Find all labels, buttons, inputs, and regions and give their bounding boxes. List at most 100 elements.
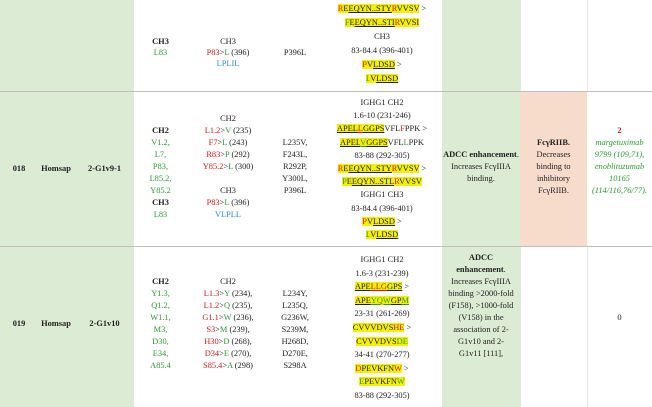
fc-receptor-title: FcγRIIB. (537, 138, 570, 147)
mutation-line: F7>L (243) (208, 138, 248, 147)
position-label: D30, (152, 337, 169, 346)
domain-label: CH3 (152, 37, 169, 46)
reference-text: enoblituzumab (594, 162, 645, 171)
sequence-line: CVVVDVSDE (356, 336, 408, 346)
position-label: Y85.2 (150, 186, 171, 195)
sequence-line: LVLDSD (365, 230, 399, 239)
mutation-line: L1.3>Y (234), (203, 289, 253, 298)
sequence-line: APELVGGPSVFLLPPK (340, 137, 424, 147)
sequence-line: APELLGGPSVFLFPPK > (336, 124, 428, 134)
sequence-line: IGHG1 CH2 (360, 255, 404, 264)
sequence-cell: IGHG1 CH2 1.6-10 (231-246) APELLGGPSVFLFPP… (322, 92, 442, 246)
motif-label: LPLIL (216, 59, 240, 68)
domain-label: CH2 (152, 126, 169, 135)
sequence-line: 34-41 (270-277) (354, 350, 410, 360)
reference-text: (114/116,76/77). (591, 186, 648, 195)
eu-numbering: S239M, (281, 325, 309, 334)
position-label: Q1.2, (151, 301, 170, 310)
sequence-line: EPEVKFNW (359, 377, 405, 387)
fc-receptor-text: Decreases (536, 150, 571, 159)
mutation-header: CH2 (220, 277, 236, 286)
fc-receptor-text: binding to (536, 162, 571, 171)
eu-numbering: R292P, (283, 162, 307, 171)
position-label: Y1.3, (151, 289, 170, 298)
reference-count: 2 (617, 126, 622, 135)
domain-label: CH2 (152, 277, 169, 286)
mutation-line: L1.2>Q (235), (203, 301, 253, 310)
sequence-cell: REEQYN..STYRVVSV > FEEQYN..STIRVVSI CH3 83-… (322, 0, 442, 91)
function-text: (F158), >1000-fold (448, 301, 514, 310)
sequence-line: APELLGGPS > (354, 282, 410, 292)
table-row-continued: CH3 L83 CH3 P83>L (396) LPLIL P396L REEQ… (0, 0, 652, 92)
eu-numbering: G236W, (281, 313, 309, 322)
reference-count: 0 (617, 313, 622, 322)
mutation-line: G1.1>W (236), (202, 313, 254, 322)
row-id: 018 (12, 164, 26, 173)
function-text: binding >2000-fold (448, 289, 514, 298)
id-cell (0, 0, 133, 91)
reference-text: margetuximab (595, 138, 644, 147)
mutation-line: S3>M (239), (206, 325, 250, 334)
eu-numbering: P396L (283, 48, 307, 57)
eu-numbering: H268D, (281, 337, 309, 346)
position-label: L83 (153, 48, 168, 57)
sequence-line: 83-88 (292-305) (354, 150, 410, 160)
position-label: V1.2, (151, 138, 170, 147)
function-text: Increases FcγIIIA (451, 162, 511, 171)
sequence-line: REEQYN..STYRVVSV > (337, 164, 427, 173)
sequence-line: PVLDSD > (362, 216, 402, 226)
variant-name: 2-G1v10 (89, 319, 120, 328)
position-label: L7, (154, 150, 167, 159)
function-text: association of 2- (453, 325, 509, 334)
function-cell (442, 0, 520, 91)
motif-label: VLPLL (214, 210, 242, 219)
function-text: binding. (467, 174, 495, 183)
mutation-line: L1.2>V (235) (204, 126, 252, 135)
sequence-line: LVLDSD (365, 74, 399, 83)
position-label: W1.1, (150, 313, 171, 322)
domain-label: CH3 (152, 198, 169, 207)
sequence-line: PVLDSD > (362, 60, 402, 69)
row-id: 019 (12, 319, 26, 328)
sequence-line: 83-84.4 (396-401) (351, 203, 413, 213)
mutation-header: CH3 (220, 37, 236, 46)
sequence-line: CVVVDVSHE > (352, 323, 412, 332)
sequence-cell: IGHG1 CH2 1.6-3 (231-239) APELLGGPS > APEYQ… (322, 247, 442, 407)
mutation-header: CH3 (220, 186, 236, 195)
function-title: enhancement. (456, 265, 506, 274)
sequence-line: 23-31 (261-269) (354, 309, 410, 319)
position-label: L83 (153, 210, 168, 219)
position-label: A85.4 (150, 361, 171, 370)
mutation-line: Y85.2>L (300) (202, 162, 254, 171)
mutation-line: P83>L (396) (206, 198, 250, 207)
mutation-line: R83>P (292) (206, 150, 250, 159)
function-text: (V158) in the (458, 313, 504, 322)
eu-numbering: S298A (283, 361, 307, 370)
reference-text: 9799 (109,71), (594, 150, 645, 159)
mutation-header: CH2 (220, 114, 236, 123)
mutation-line: H30>D (268), (204, 337, 252, 346)
table-row-019: 019 Homsap 2-G1v10 CH2 Y1.3, Q1.2, W1.1,… (0, 247, 652, 407)
fc-receptor-text: FcγRIIB. (538, 186, 569, 195)
position-label: P83, (152, 162, 169, 171)
eu-numbering: L235V, (282, 138, 308, 147)
sequence-line: 1.6-10 (231-246) (353, 111, 411, 121)
sequence-line: 1.6-3 (231-239) (355, 268, 409, 278)
function-title: ADCC (468, 253, 494, 262)
mutation-line: D34>E (270), (204, 349, 252, 358)
sequence-line: IGHG1 CH2 (360, 98, 404, 107)
sequence-line: APEYQWGPM (354, 295, 409, 305)
sequence-line: IGHG1 CH3 (360, 190, 404, 200)
function-text: Increases FcγIIIA (451, 277, 511, 286)
eu-numbering: P396L (283, 186, 307, 195)
position-label: L85.2, (149, 174, 172, 183)
sequence-line: DPEVKFNW > (355, 363, 409, 373)
mutation-line: S85.4>A (298) (203, 361, 253, 370)
eu-numbering: Y300L, (282, 174, 308, 183)
sequence-line: FEEQYN..STIRVVSI (344, 18, 420, 27)
reference-text: 10165 (609, 174, 630, 183)
eu-numbering: F243L, (282, 150, 308, 159)
function-title: ADCC enhancement. (443, 150, 519, 159)
mutation-line: P83>L (396) (206, 48, 250, 57)
